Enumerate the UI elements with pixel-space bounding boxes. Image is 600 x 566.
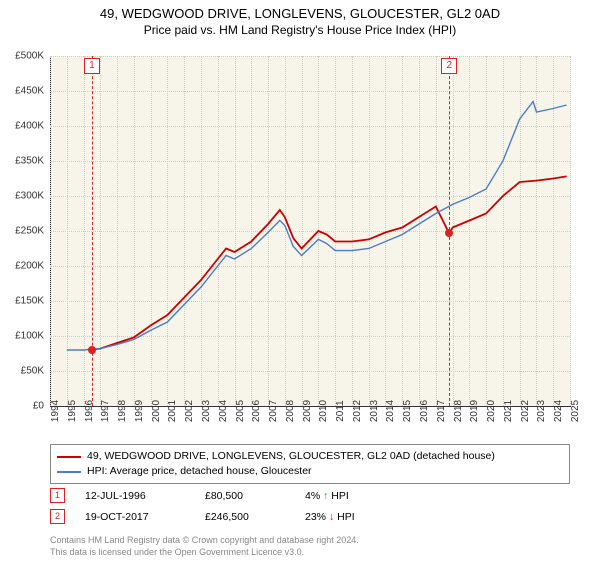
y-axis-tick-label: £200K [4, 261, 44, 272]
y-axis-tick-label: £50K [4, 366, 44, 377]
gridline-vertical [570, 56, 571, 406]
y-axis-tick-label: £400K [4, 121, 44, 132]
legend-item: 49, WEDGWOOD DRIVE, LONGLEVENS, GLOUCEST… [57, 449, 563, 464]
legend-swatch [57, 456, 81, 458]
event-percent: 4% ↑ HPI [305, 490, 385, 502]
event-date: 19-OCT-2017 [85, 511, 185, 523]
event-marker-dot [445, 229, 453, 237]
y-axis-tick-label: £250K [4, 226, 44, 237]
chart-subtitle: Price paid vs. HM Land Registry's House … [0, 23, 600, 37]
chart-area: £0£50K£100K£150K£200K£250K£300K£350K£400… [50, 56, 570, 406]
y-axis-tick-label: £350K [4, 156, 44, 167]
legend-label: 49, WEDGWOOD DRIVE, LONGLEVENS, GLOUCEST… [87, 449, 495, 464]
event-marker-dot [88, 346, 96, 354]
event-row: 2 19-OCT-2017 £246,500 23% ↓ HPI [50, 509, 570, 524]
event-number-badge: 1 [50, 488, 65, 503]
legend-label: HPI: Average price, detached house, Glou… [87, 464, 312, 479]
series-line-hpi [67, 102, 567, 351]
footer-attribution: Contains HM Land Registry data © Crown c… [50, 534, 570, 558]
footer-line-1: Contains HM Land Registry data © Crown c… [50, 534, 570, 546]
y-axis-tick-label: £0 [4, 401, 44, 412]
legend: 49, WEDGWOOD DRIVE, LONGLEVENS, GLOUCEST… [50, 444, 570, 484]
event-date: 12-JUL-1996 [85, 490, 185, 502]
legend-swatch [57, 471, 81, 473]
y-axis-tick-label: £150K [4, 296, 44, 307]
event-price: £80,500 [205, 490, 285, 502]
event-row: 1 12-JUL-1996 £80,500 4% ↑ HPI [50, 488, 570, 503]
y-axis-tick-label: £450K [4, 86, 44, 97]
x-axis-tick-label: 2025 [570, 400, 581, 422]
legend-item: HPI: Average price, detached house, Glou… [57, 464, 563, 479]
event-price: £246,500 [205, 511, 285, 523]
footer-line-2: This data is licensed under the Open Gov… [50, 546, 570, 558]
line-chart-svg [50, 56, 570, 406]
event-number-badge: 2 [50, 509, 65, 524]
event-list: 1 12-JUL-1996 £80,500 4% ↑ HPI 2 19-OCT-2017 £… [50, 488, 570, 530]
y-axis-tick-label: £100K [4, 331, 44, 342]
y-axis-tick-label: £300K [4, 191, 44, 202]
chart-title: 49, WEDGWOOD DRIVE, LONGLEVENS, GLOUCEST… [0, 6, 600, 21]
event-percent: 23% ↓ HPI [305, 511, 385, 523]
y-axis-tick-label: £500K [4, 51, 44, 62]
